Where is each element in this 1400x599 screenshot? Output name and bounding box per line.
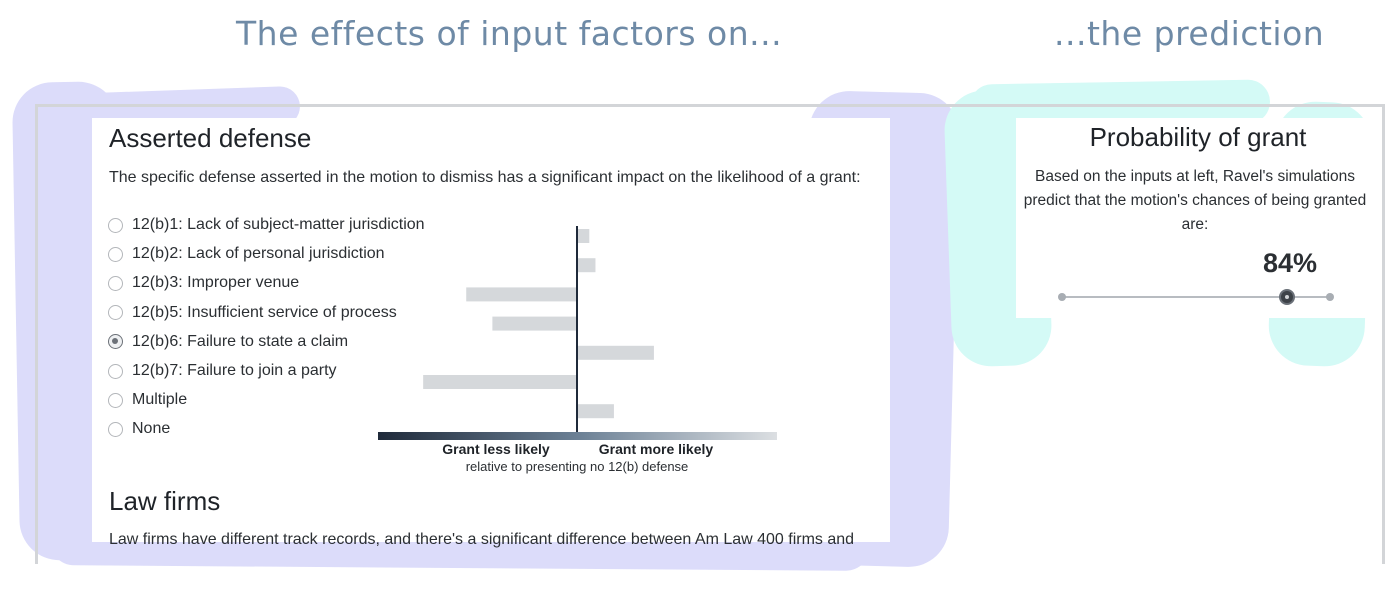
input-factors-panel — [92, 118, 890, 542]
headline-input-factors: The effects of input factors on... — [236, 14, 783, 53]
defense-option[interactable]: Multiple — [108, 390, 187, 410]
effect-bar — [423, 375, 577, 389]
effect-bar — [492, 316, 577, 331]
probability-value: 84% — [1263, 248, 1318, 278]
asserted-defense-description: The specific defense asserted in the mot… — [109, 169, 861, 186]
radio-button-selected[interactable] — [108, 334, 123, 350]
defense-option-label: None — [132, 420, 171, 438]
defense-option[interactable]: 12(b)6: Failure to state a claim — [108, 332, 348, 352]
radio-button[interactable] — [108, 392, 123, 408]
radio-button[interactable] — [108, 246, 123, 262]
effect-bar — [577, 229, 590, 243]
defense-effect-chart: Grant less likely Grant more likely rela… — [378, 226, 777, 474]
chart-sublabel: relative to presenting no 12(b) defense — [466, 459, 689, 474]
defense-option[interactable]: 12(b)5: Insufficient service of process — [108, 303, 397, 323]
defense-option[interactable]: 12(b)2: Lack of personal jurisdiction — [108, 244, 385, 264]
defense-option-label: 12(b)5: Insufficient service of process — [132, 303, 397, 321]
radio-button[interactable] — [108, 305, 123, 321]
radio-button[interactable] — [108, 217, 123, 233]
headline-prediction: ...the prediction — [1054, 14, 1325, 53]
grant-less-likely-label: Grant less likely — [442, 441, 550, 457]
defense-option[interactable]: 12(b)1: Lack of subject-matter jurisdict… — [108, 215, 425, 235]
defense-option-label: 12(b)1: Lack of subject-matter jurisdict… — [132, 216, 425, 233]
effect-bar — [577, 258, 596, 273]
probability-title: Probability of grant — [1089, 122, 1307, 152]
effect-bar — [466, 287, 577, 302]
radio-button[interactable] — [108, 363, 123, 379]
law-firms-title: Law firms — [109, 486, 221, 516]
law-firms-description: Law firms have different track records, … — [109, 531, 855, 548]
defense-option-label: 12(b)6: Failure to state a claim — [132, 332, 349, 350]
effect-gradient-axis — [378, 432, 777, 440]
asserted-defense-title: Asserted defense — [109, 123, 312, 153]
prediction-panel — [1016, 118, 1374, 318]
content-frame — [35, 104, 1385, 564]
defense-option-label: Multiple — [132, 391, 188, 409]
effect-bar — [577, 345, 654, 360]
radio-button[interactable] — [108, 275, 123, 291]
defense-option-label: 12(b)7: Failure to join a party — [132, 362, 337, 379]
defense-option[interactable]: None — [108, 419, 170, 439]
defense-option-label: 12(b)3: Improper venue — [132, 274, 300, 292]
slider-max-marker — [1326, 293, 1334, 301]
effect-bar — [577, 404, 614, 419]
defense-option[interactable]: 12(b)7: Failure to join a party — [108, 361, 337, 381]
grant-more-likely-label: Grant more likely — [599, 441, 714, 457]
slider-min-marker — [1058, 293, 1066, 301]
defense-option[interactable]: 12(b)3: Improper venue — [108, 273, 299, 293]
probability-description: Based on the inputs at left, Ravel's sim… — [1023, 168, 1367, 233]
defense-option-label: 12(b)2: Lack of personal jurisdiction — [132, 245, 385, 263]
probability-slider-thumb[interactable] — [1279, 289, 1296, 305]
radio-button[interactable] — [108, 421, 123, 437]
probability-slider-track[interactable] — [1062, 296, 1330, 298]
